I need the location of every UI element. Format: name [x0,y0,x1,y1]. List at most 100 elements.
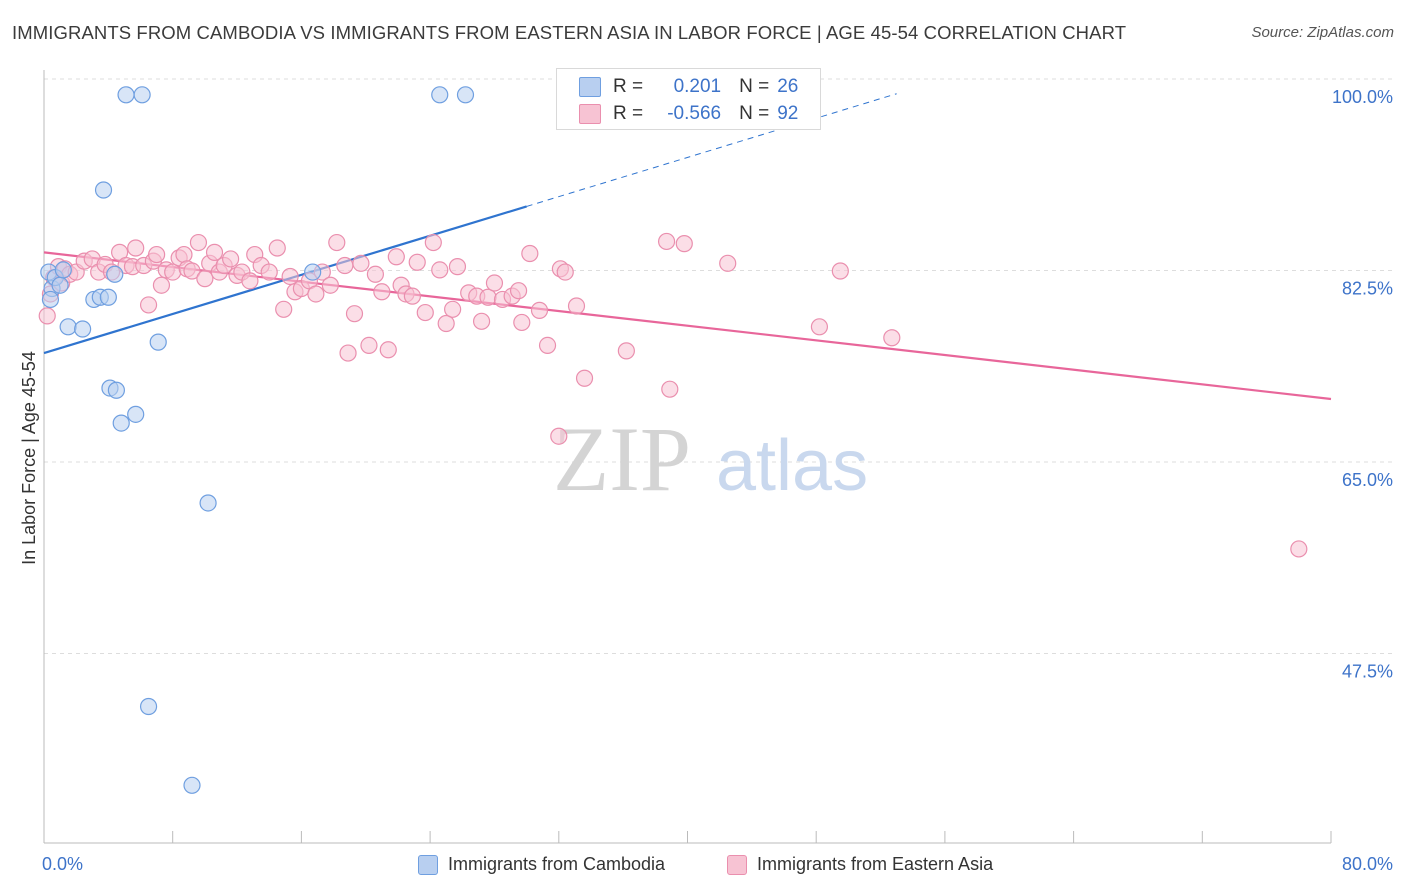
point-eastern-asia [164,263,182,281]
point-eastern-asia [328,233,346,252]
point-cambodia [94,181,113,199]
stats-r-value-cambodia: 0.201 [673,76,722,97]
legend-label-eastern-asia: Immigrants from Eastern Asia [757,854,994,874]
y-tick-label: 82.5% [1342,279,1393,299]
point-eastern-asia [479,288,497,306]
stats-row-cambodia: R = 0.201 N = 26 [579,74,798,100]
point-cambodia [112,414,130,432]
point-eastern-asia [127,239,145,257]
point-eastern-asia [275,300,293,318]
point-cambodia [149,333,167,351]
point-eastern-asia [657,232,676,251]
point-eastern-asia [675,235,693,253]
point-eastern-asia [352,254,370,272]
point-cambodia [99,288,117,306]
point-cambodia [107,381,125,399]
stats-n-value-cambodia: 26 [777,76,799,97]
stats-swatch-cambodia [579,77,601,97]
point-eastern-asia [513,313,531,332]
y-tick-label: 65.0% [1342,470,1393,490]
correlation-stats-box: R = 0.201 N = 26 R = -0.566 N = 92 [556,68,821,130]
point-eastern-asia [719,254,737,272]
point-eastern-asia [403,287,422,305]
point-eastern-asia [175,245,193,264]
watermark-atlas: atlas [716,426,868,506]
watermark-zip: ZIP [553,408,691,510]
point-eastern-asia [373,283,391,301]
point-eastern-asia [472,312,491,330]
point-eastern-asia [530,301,549,319]
y-tick-labels: 47.5% 65.0% 82.5% 100.0% [1332,87,1393,682]
legend-swatch-cambodia [418,854,438,875]
point-eastern-asia [148,245,166,264]
point-cambodia [41,290,60,309]
point-eastern-asia [1290,540,1308,558]
point-cambodia [59,318,77,336]
point-cambodia [199,494,217,512]
point-eastern-asia [509,282,528,300]
legend-label-cambodia: Immigrants from Cambodia [448,854,666,874]
point-eastern-asia [196,270,214,288]
point-eastern-asia [437,314,455,333]
point-cambodia [74,320,92,338]
point-eastern-asia [183,262,201,280]
point-eastern-asia [444,300,462,318]
point-cambodia [106,265,124,283]
point-eastern-asia [152,276,171,294]
chart-legend: Immigrants from Cambodia Immigrants from… [0,850,1406,880]
x-tick-label-max: 80.0% [1342,854,1393,874]
point-eastern-asia [883,329,901,347]
point-eastern-asia [617,342,635,360]
point-eastern-asia [379,341,397,359]
point-eastern-asia [222,250,240,268]
y-tick-label: 47.5% [1342,662,1393,682]
data-points [38,86,1308,794]
point-eastern-asia [521,244,539,263]
legend-swatch-eastern-asia [727,854,747,875]
point-eastern-asia [810,318,829,336]
trend-line-cambodia-extension [526,93,897,207]
point-cambodia [127,405,145,423]
point-eastern-asia [336,256,354,275]
x-tick-label-min: 0.0% [42,854,83,874]
stats-n-value-eastern-asia: 92 [777,103,799,124]
gridlines [44,78,1392,654]
legend-item-eastern-asia: Immigrants from Eastern Asia [727,854,993,875]
stats-row-eastern-asia: R = -0.566 N = 92 [579,101,798,127]
stats-r-label: R = [613,76,644,97]
trend-line-eastern-asia [43,251,1332,401]
point-eastern-asia [268,239,286,257]
point-eastern-asia [241,272,259,290]
point-eastern-asia [189,233,208,252]
stats-n-label: N = [739,103,770,124]
point-eastern-asia [831,262,849,280]
point-eastern-asia [485,274,504,292]
point-eastern-asia [424,233,442,252]
point-eastern-asia [339,344,357,362]
point-eastern-asia [387,248,405,266]
stats-r-label: R = [613,103,644,124]
point-eastern-asia [360,336,378,355]
point-eastern-asia [408,253,426,271]
point-cambodia [183,776,201,794]
legend-item-cambodia: Immigrants from Cambodia [418,854,665,875]
point-cambodia [431,86,449,104]
point-cambodia [54,261,72,279]
stats-n-label: N = [739,76,770,97]
point-cambodia [139,697,158,716]
point-eastern-asia [281,267,299,286]
point-eastern-asia [448,258,467,276]
stats-swatch-eastern-asia [579,104,601,124]
point-cambodia [456,86,475,104]
stats-r-value-eastern-asia: -0.566 [667,103,722,124]
point-eastern-asia [550,427,568,445]
chart-title: IMMIGRANTS FROM CAMBODIA VS IMMIGRANTS F… [12,22,1127,43]
y-tick-label: 100.0% [1332,87,1393,107]
point-eastern-asia [345,305,364,323]
point-eastern-asia [538,336,557,355]
point-eastern-asia [260,263,278,281]
point-eastern-asia [38,307,56,325]
point-cambodia [117,86,135,104]
point-eastern-asia [205,243,224,261]
point-eastern-asia [366,265,385,283]
